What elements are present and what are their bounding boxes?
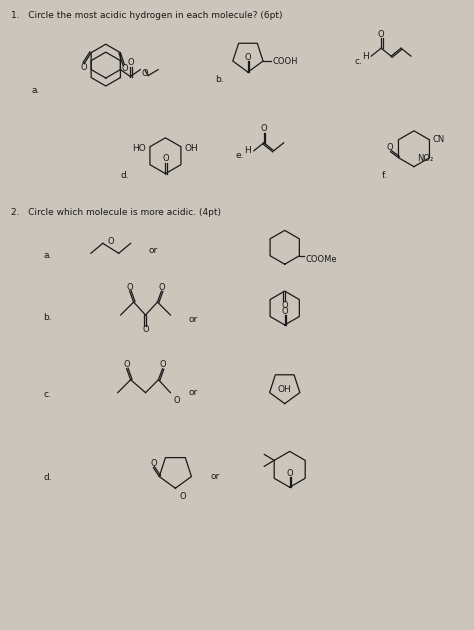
- Text: O: O: [282, 307, 288, 316]
- Text: H: H: [362, 52, 369, 60]
- Text: e.: e.: [235, 151, 244, 160]
- Text: f.: f.: [382, 171, 388, 180]
- Text: b.: b.: [43, 314, 52, 323]
- Text: O: O: [245, 53, 251, 62]
- Text: O: O: [142, 326, 149, 335]
- Text: O: O: [378, 30, 384, 38]
- Text: OH: OH: [278, 385, 292, 394]
- Text: HO: HO: [132, 144, 146, 153]
- Text: COOH: COOH: [272, 57, 298, 66]
- Text: NO₂: NO₂: [417, 154, 433, 163]
- Text: COOMe: COOMe: [305, 255, 337, 264]
- Text: a.: a.: [43, 251, 52, 260]
- Text: O: O: [386, 143, 393, 152]
- Text: O: O: [158, 283, 165, 292]
- Text: d.: d.: [43, 472, 52, 482]
- Text: c.: c.: [43, 390, 51, 399]
- Text: O: O: [173, 396, 180, 404]
- Text: O: O: [121, 64, 128, 73]
- Text: O: O: [108, 237, 114, 246]
- Text: O: O: [282, 301, 288, 309]
- Text: O: O: [150, 459, 156, 468]
- Text: O: O: [261, 124, 267, 134]
- Text: a.: a.: [31, 86, 40, 96]
- Text: or: or: [210, 472, 219, 481]
- Text: O: O: [126, 283, 133, 292]
- Text: d.: d.: [121, 171, 129, 180]
- Text: b.: b.: [215, 74, 224, 84]
- Text: CN: CN: [432, 135, 445, 144]
- Text: c.: c.: [354, 57, 362, 66]
- Text: or: or: [188, 316, 198, 324]
- Text: O: O: [159, 360, 166, 369]
- Text: or: or: [148, 246, 158, 255]
- Text: O: O: [141, 69, 148, 77]
- Text: 2.   Circle which molecule is more acidic. (4pt): 2. Circle which molecule is more acidic.…: [11, 209, 221, 217]
- Text: O: O: [123, 360, 130, 369]
- Text: or: or: [188, 388, 198, 397]
- Text: O: O: [162, 154, 169, 163]
- Text: O: O: [286, 469, 293, 478]
- Text: OH: OH: [185, 144, 199, 153]
- Text: O: O: [127, 58, 134, 67]
- Text: 1.   Circle the most acidic hydrogen in each molecule? (6pt): 1. Circle the most acidic hydrogen in ea…: [11, 11, 283, 20]
- Text: O: O: [179, 491, 186, 501]
- Text: H: H: [245, 146, 251, 155]
- Text: O: O: [81, 63, 88, 72]
